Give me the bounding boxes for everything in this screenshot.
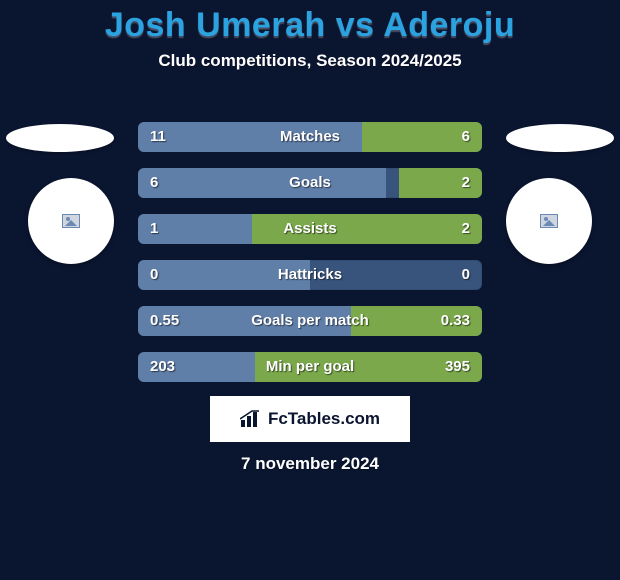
stat-bar: 0.550.33Goals per match	[138, 306, 482, 336]
snapshot-date: 7 november 2024	[0, 454, 620, 474]
stat-label: Goals per match	[138, 306, 482, 336]
stat-bar: 00Hattricks	[138, 260, 482, 290]
branding-text: FcTables.com	[268, 409, 380, 429]
stat-label: Hattricks	[138, 260, 482, 290]
player-right-shadow	[506, 124, 614, 152]
player-left-shadow	[6, 124, 114, 152]
stat-bar: 12Assists	[138, 214, 482, 244]
stat-bar: 203395Min per goal	[138, 352, 482, 382]
stat-bars: 116Matches 62Goals 12Assists 00Hattricks 0.5…	[138, 122, 482, 398]
image-placeholder-icon	[62, 214, 80, 228]
player-right-avatar	[506, 178, 592, 264]
stat-label: Min per goal	[138, 352, 482, 382]
stat-bar: 62Goals	[138, 168, 482, 198]
image-placeholder-icon	[540, 214, 558, 228]
player-left-avatar	[28, 178, 114, 264]
comparison-title: Josh Umerah vs Aderoju	[0, 0, 620, 45]
stat-bar: 116Matches	[138, 122, 482, 152]
branding-badge: FcTables.com	[210, 396, 410, 442]
stat-label: Matches	[138, 122, 482, 152]
comparison-subtitle: Club competitions, Season 2024/2025	[0, 51, 620, 71]
stat-label: Assists	[138, 214, 482, 244]
stat-label: Goals	[138, 168, 482, 198]
bar-chart-icon	[240, 410, 262, 428]
